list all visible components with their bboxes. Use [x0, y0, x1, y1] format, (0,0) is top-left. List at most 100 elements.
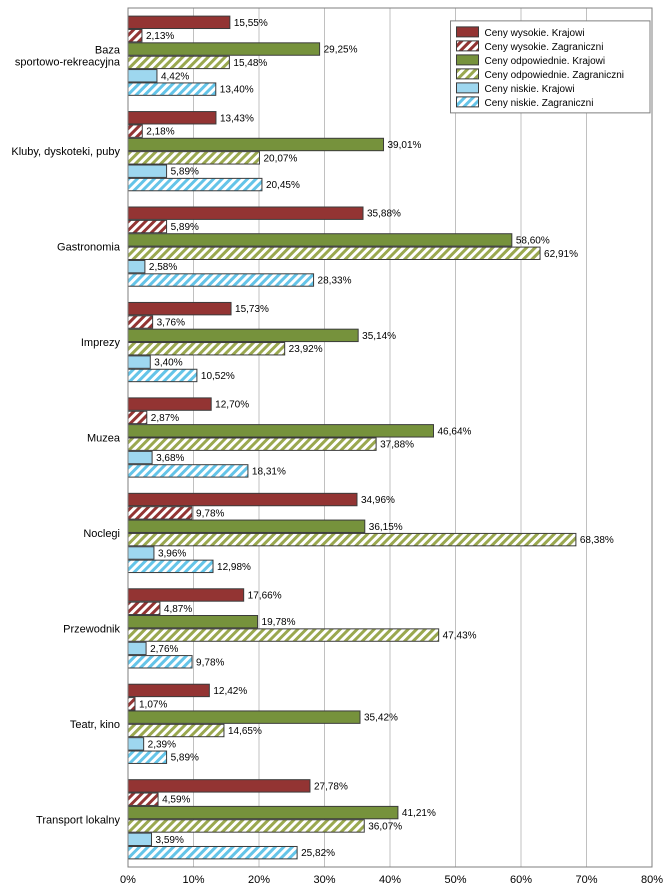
bar-value-label: 12,98% [217, 562, 251, 573]
bar-value-label: 47,43% [443, 631, 477, 642]
bar [128, 425, 433, 437]
bar-value-label: 58,60% [516, 235, 550, 246]
bar-value-label: 2,87% [151, 413, 179, 424]
bar [128, 369, 197, 381]
bar [128, 616, 258, 628]
bar [128, 274, 314, 286]
legend-swatch [457, 97, 479, 107]
bar [128, 589, 244, 601]
x-tick-label: 0% [120, 874, 136, 886]
category-label: Gastronomia [57, 242, 121, 254]
bar-value-label: 4,59% [162, 795, 190, 806]
legend-label: Ceny odpowiednie. Zagraniczni [485, 70, 625, 81]
legend-label: Ceny odpowiednie. Krajowi [485, 56, 606, 67]
legend-label: Ceny niskie. Krajowi [485, 84, 575, 95]
bar-value-label: 2,76% [150, 644, 178, 655]
bar [128, 738, 144, 750]
x-tick-label: 20% [248, 874, 270, 886]
bar [128, 83, 216, 95]
x-tick-label: 60% [510, 874, 532, 886]
bar-value-label: 27,78% [314, 781, 348, 792]
legend-label: Ceny wysokie. Krajowi [485, 28, 585, 39]
category-label: Muzea [87, 433, 121, 445]
bar-value-label: 41,21% [402, 808, 436, 819]
bar-value-label: 34,96% [361, 495, 395, 506]
category-label: Przewodnik [63, 623, 120, 635]
bar-value-label: 36,07% [368, 821, 402, 832]
bar [128, 138, 384, 150]
bar [128, 547, 154, 559]
bar [128, 56, 229, 68]
bar [128, 356, 150, 368]
bar [128, 29, 142, 41]
bar-value-label: 13,43% [220, 113, 254, 124]
x-tick-label: 10% [182, 874, 204, 886]
bar [128, 520, 365, 532]
bar-value-label: 20,45% [266, 180, 300, 191]
category-label: Noclegi [83, 528, 120, 540]
category-label: Imprezy [81, 337, 121, 349]
bar [128, 820, 364, 832]
legend-swatch [457, 83, 479, 93]
bar [128, 793, 158, 805]
bar [128, 343, 285, 355]
legend-label: Ceny wysokie. Zagraniczni [485, 42, 604, 53]
bar-value-label: 2,58% [149, 262, 177, 273]
bar-value-label: 5,89% [171, 167, 199, 178]
bar-value-label: 62,91% [544, 249, 578, 260]
bar-value-label: 5,89% [171, 753, 199, 764]
bar [128, 806, 398, 818]
bar-value-label: 9,78% [196, 657, 224, 668]
bar [128, 220, 167, 232]
bar-value-label: 35,88% [367, 209, 401, 220]
bar-value-label: 35,42% [364, 713, 398, 724]
bar [128, 70, 157, 82]
bar [128, 112, 216, 124]
bar [128, 451, 152, 463]
bar-value-label: 23,92% [289, 344, 323, 355]
bar-value-label: 10,52% [201, 371, 235, 382]
bar-value-label: 28,33% [318, 276, 352, 287]
bar [128, 846, 297, 858]
legend-swatch [457, 27, 479, 37]
chart-svg: 0%10%20%30%40%50%60%70%80%Bazasportowo-r… [0, 0, 670, 895]
bar-value-label: 3,96% [158, 548, 186, 559]
bar [128, 125, 142, 137]
bar [128, 698, 135, 710]
bar [128, 411, 147, 423]
legend: Ceny wysokie. Krajowi Ceny wysokie. Zagra… [451, 21, 651, 113]
bar [128, 247, 540, 259]
bar [128, 751, 167, 763]
bar-value-label: 37,88% [380, 440, 414, 451]
bar-value-label: 25,82% [301, 848, 335, 859]
bar-value-label: 14,65% [228, 726, 262, 737]
bar [128, 165, 167, 177]
bar [128, 316, 153, 328]
bar-value-label: 3,68% [156, 453, 184, 464]
x-tick-label: 40% [379, 874, 401, 886]
bar-value-label: 29,25% [324, 45, 358, 56]
bar-value-label: 12,42% [213, 686, 247, 697]
bar-value-label: 1,07% [139, 699, 167, 710]
bar [128, 493, 357, 505]
bar-value-label: 3,59% [156, 835, 184, 846]
bar-value-label: 9,78% [196, 508, 224, 519]
legend-label: Ceny niskie. Zagraniczni [485, 98, 594, 109]
bar-value-label: 35,14% [362, 331, 396, 342]
x-tick-label: 50% [444, 874, 466, 886]
legend-swatch [457, 55, 479, 65]
legend-swatch [457, 69, 479, 79]
bar [128, 438, 376, 450]
category-label: sportowo-rekreacyjna [15, 57, 121, 69]
category-label: Kluby, dyskoteki, puby [11, 146, 120, 158]
bar-value-label: 2,18% [146, 127, 174, 138]
bar [128, 178, 262, 190]
bar-value-label: 46,64% [437, 426, 471, 437]
bar [128, 43, 320, 55]
bar [128, 629, 439, 641]
bar-value-label: 5,89% [171, 222, 199, 233]
bar [128, 684, 209, 696]
bar-value-label: 3,76% [157, 318, 185, 329]
bar [128, 833, 152, 845]
bar [128, 724, 224, 736]
